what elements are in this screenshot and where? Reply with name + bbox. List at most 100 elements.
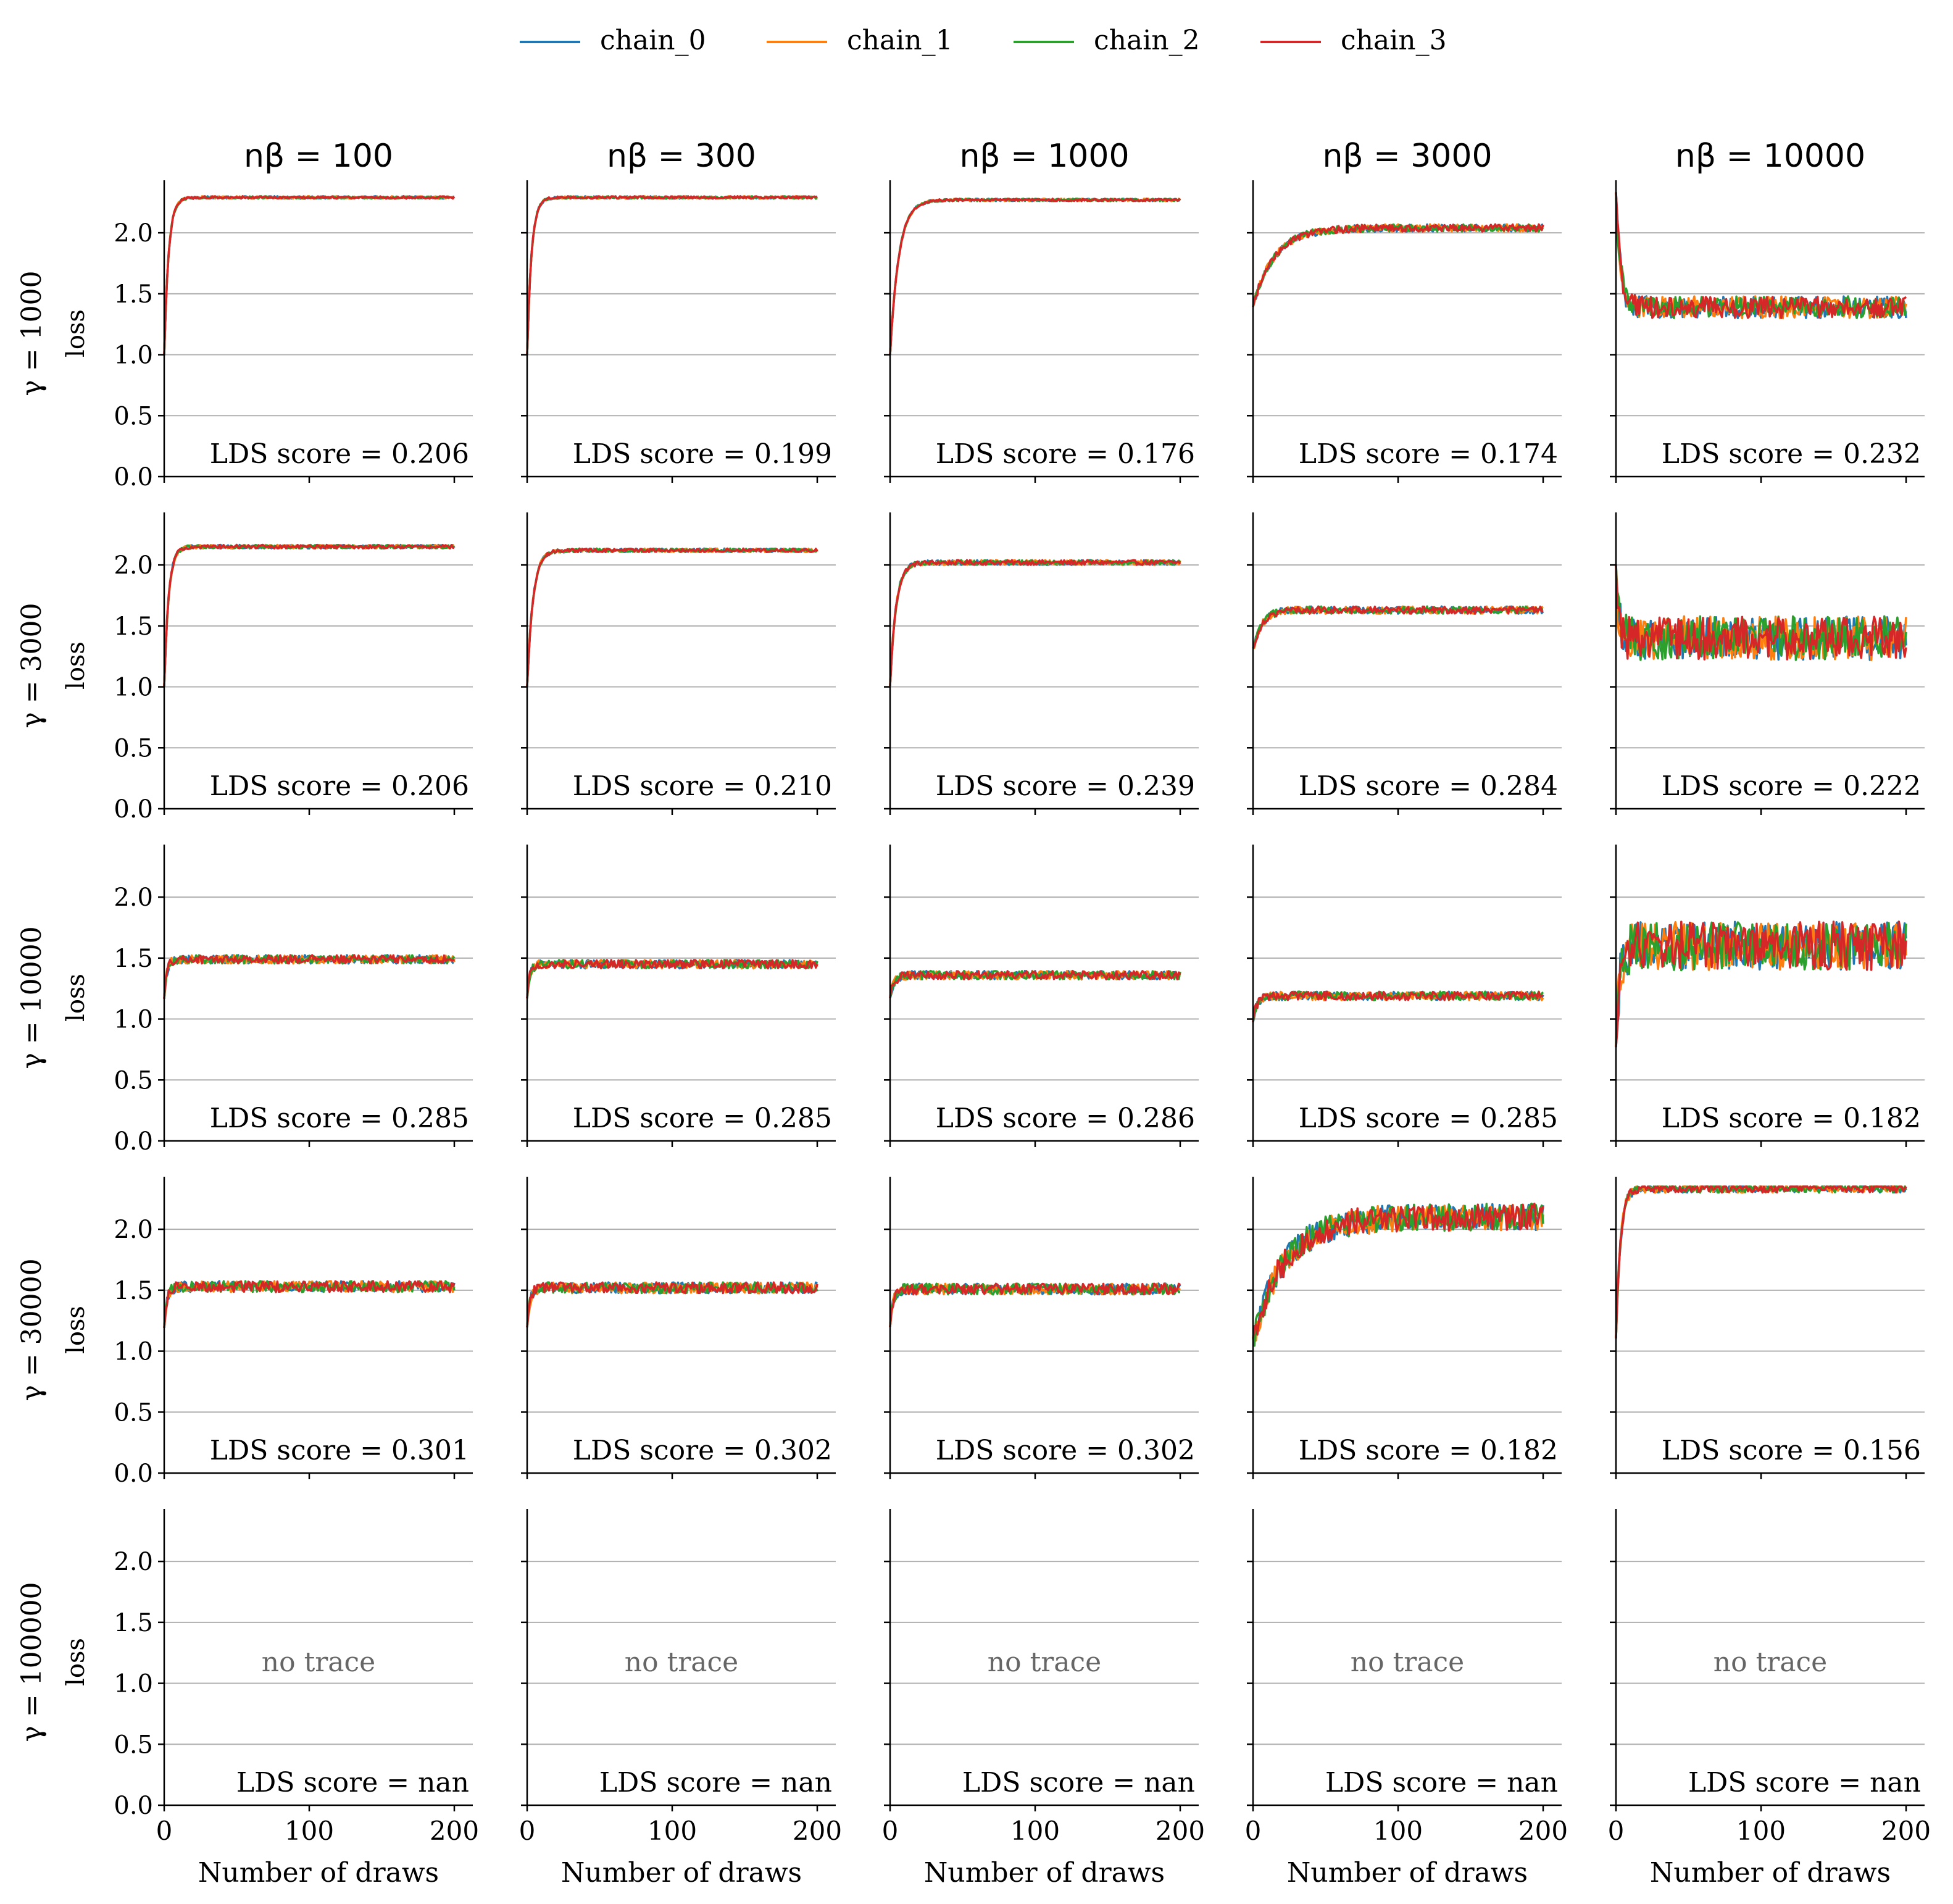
lds-score-label: LDS score = 0.222: [1662, 770, 1921, 802]
y-axis-label: loss: [62, 1306, 90, 1354]
y-tick-label: 2.0: [114, 883, 153, 912]
panel-r1-c4: LDS score = 0.222: [1610, 512, 1925, 815]
trace-chain_2: [889, 198, 1181, 356]
trace-chain_1: [163, 543, 455, 687]
trace-chain_2: [1615, 1185, 1907, 1338]
legend-item-chain_2: chain_2: [1014, 25, 1200, 56]
panel-r3-c2: LDS score = 0.302: [884, 1177, 1199, 1479]
row-label: γ = 3000: [16, 603, 48, 728]
column-title: nβ = 300: [607, 138, 756, 175]
trace-chain_2: [163, 195, 455, 356]
lds-score-label: LDS score = 0.210: [573, 770, 832, 802]
x-axis-label: Number of draws: [198, 1857, 439, 1889]
column-title: nβ = 3000: [1322, 138, 1492, 175]
trace-chain_3: [889, 559, 1181, 686]
x-axis-label: Number of draws: [561, 1857, 802, 1889]
panel-r0-c3: LDS score = 0.174 nβ = 3000: [1247, 138, 1562, 483]
panel-r2-c4: LDS score = 0.182: [1610, 845, 1925, 1147]
lds-score-label: LDS score = 0.182: [1299, 1435, 1558, 1466]
y-tick-label: 0.5: [114, 734, 153, 762]
lds-score-label: LDS score = nan: [1325, 1767, 1558, 1798]
y-tick-label: 0.5: [114, 402, 153, 430]
row-label: γ = 30000: [16, 1258, 48, 1401]
panel-r1-c1: LDS score = 0.210: [521, 512, 836, 815]
panel-r0-c4: LDS score = 0.232 nβ = 10000: [1610, 138, 1925, 483]
panel-r3-c0: 0.0 0.5 1.0 1.5 2.0 LDS score = 0.301 γ = 3000…: [16, 1177, 473, 1488]
legend-label: chain_2: [1094, 25, 1200, 56]
panel-r0-c1: LDS score = 0.199 nβ = 300: [521, 138, 836, 483]
y-tick-label: 1.0: [114, 1338, 153, 1366]
trace-chain_1: [526, 547, 818, 687]
legend-item-chain_3: chain_3: [1260, 25, 1447, 56]
x-tick-label: 200: [1881, 1816, 1931, 1846]
trace-chain_2: [526, 195, 818, 356]
trace-chain_3: [1615, 920, 1907, 1047]
lds-score-label: LDS score = 0.285: [573, 1103, 832, 1134]
trace-chain_0: [889, 559, 1181, 686]
trace-chain_1: [889, 198, 1181, 356]
lds-score-label: LDS score = 0.174: [1299, 438, 1558, 470]
trace-chain_3: [526, 1281, 818, 1328]
x-tick-label: 0: [519, 1816, 536, 1846]
lds-score-label: LDS score = 0.286: [936, 1103, 1195, 1134]
lds-score-label: LDS score = 0.182: [1662, 1103, 1921, 1134]
x-tick-label: 200: [430, 1816, 479, 1846]
row-label: γ = 10000: [16, 926, 48, 1069]
y-tick-label: 0.0: [114, 1127, 153, 1156]
lds-score-label: LDS score = nan: [236, 1767, 469, 1798]
legend-label: chain_1: [847, 25, 953, 56]
lds-score-label: LDS score = nan: [962, 1767, 1195, 1798]
legend-item-chain_1: chain_1: [767, 25, 953, 56]
x-tick-label: 100: [648, 1816, 697, 1846]
lds-score-label: LDS score = 0.239: [936, 770, 1195, 802]
x-tick-label: 0: [1608, 1816, 1625, 1846]
panel-r2-c3: LDS score = 0.285: [1247, 845, 1562, 1147]
no-trace-label: no trace: [988, 1647, 1101, 1678]
y-tick-label: 0.5: [114, 1731, 153, 1759]
y-tick-label: 1.5: [114, 612, 153, 641]
legend: chain_0 chain_1 chain_2 chain_3: [520, 25, 1447, 56]
lds-score-label: LDS score = 0.285: [210, 1103, 469, 1134]
trace-chain_3: [1252, 223, 1544, 307]
x-tick-label: 100: [1010, 1816, 1060, 1846]
panel-r3-c4: LDS score = 0.156: [1610, 1177, 1925, 1479]
panel-r3-c3: LDS score = 0.182: [1247, 1177, 1562, 1479]
trace-chain_3: [1615, 192, 1907, 319]
x-tick-label: 0: [1245, 1816, 1262, 1846]
y-tick-label: 1.5: [114, 1609, 153, 1637]
y-tick-label: 1.5: [114, 280, 153, 309]
lds-score-label: LDS score = 0.206: [210, 438, 469, 470]
lds-score-label: LDS score = nan: [599, 1767, 832, 1798]
no-trace-label: no trace: [1351, 1647, 1464, 1678]
panel-r4-c4: 0 100 200 LDS score = nan no trace Number of …: [1608, 1509, 1931, 1889]
trace-chain_2: [526, 547, 818, 687]
y-axis-label: loss: [62, 974, 90, 1022]
column-title: nβ = 1000: [959, 138, 1129, 175]
trace-chain_1: [526, 195, 818, 356]
lds-score-label: LDS score = 0.206: [210, 770, 469, 802]
trace-chain_3: [1252, 605, 1544, 649]
y-tick-label: 1.0: [114, 1670, 153, 1698]
trace-chain_3: [526, 959, 818, 999]
trace-chain_2: [889, 969, 1181, 998]
x-tick-label: 200: [1156, 1816, 1205, 1846]
y-tick-label: 0.0: [114, 1459, 153, 1488]
y-tick-label: 0.0: [114, 463, 153, 491]
trace-chain_0: [526, 547, 818, 687]
trace-chain_3: [163, 195, 456, 356]
row-label: γ = 100000: [16, 1582, 48, 1742]
panel-r1-c2: LDS score = 0.239: [884, 512, 1199, 815]
x-axis-label: Number of draws: [1287, 1857, 1528, 1889]
y-tick-label: 1.0: [114, 1006, 153, 1034]
x-tick-label: 200: [793, 1816, 842, 1846]
lds-score-label: LDS score = 0.302: [936, 1435, 1195, 1466]
lds-score-label: LDS score = 0.284: [1299, 770, 1558, 802]
x-tick-label: 0: [156, 1816, 173, 1846]
panel-r0-c0: 0.0 0.5 1.0 1.5 2.0 LDS score = 0.206 nβ = 100…: [16, 138, 473, 491]
trace-chain_3: [526, 547, 818, 687]
lds-score-label: LDS score = 0.199: [573, 438, 832, 470]
panel-r4-c2: 0 100 200 LDS score = nan no trace Number of …: [882, 1509, 1205, 1889]
y-tick-label: 0.0: [114, 1792, 153, 1820]
x-tick-label: 200: [1518, 1816, 1568, 1846]
